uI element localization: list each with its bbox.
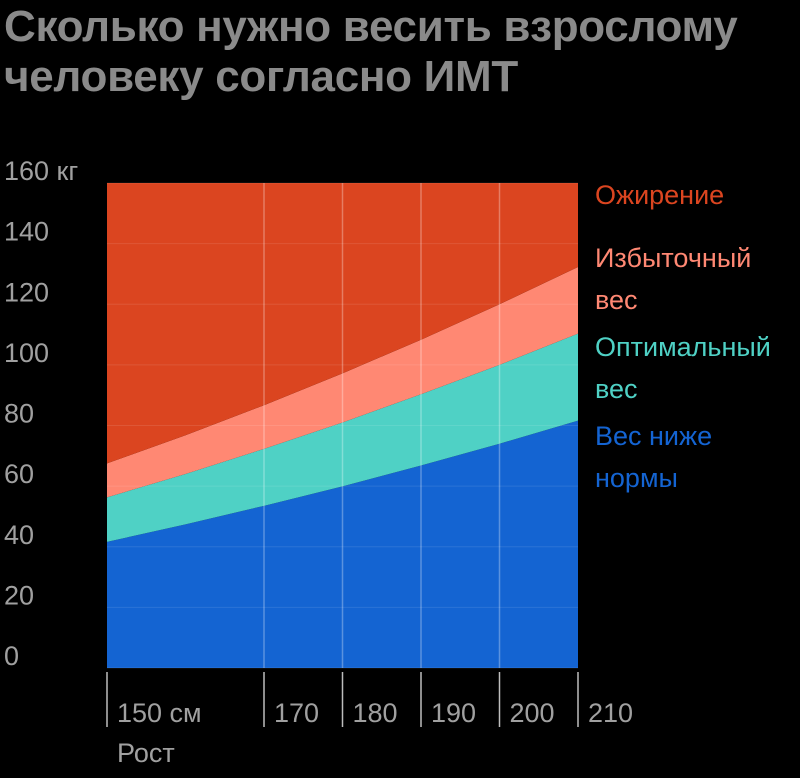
area-layer (107, 183, 578, 668)
y-tick-label-1: 20 (4, 580, 34, 610)
legend-item-2-line-0: Оптимальный (595, 332, 771, 362)
y-tick-label-8: 160 кг (4, 156, 78, 186)
y-tick-label-4: 80 (4, 399, 34, 429)
x-tick-label-2: 180 (353, 698, 398, 728)
area-band-0 (107, 420, 578, 668)
x-axis-label: Рост (117, 738, 175, 768)
area-band-3 (107, 183, 578, 464)
chart-title-line-2: человеку согласно ИМТ (4, 52, 518, 101)
grid-layer (106, 182, 579, 727)
x-tick-label-4: 200 (510, 698, 555, 728)
chart-title: Сколько нужно весить взрослому человеку … (4, 2, 800, 102)
legend-item-1-line-0: Избыточный (595, 243, 751, 273)
x-tick-label-0: 150 см (117, 698, 202, 728)
y-tick-label-5: 100 (4, 338, 49, 368)
y-tick-label-7: 140 (4, 217, 49, 247)
y-tick-label-0: 0 (4, 641, 19, 671)
area-band-2 (107, 266, 578, 498)
x-tick-label-5: 210 (588, 698, 633, 728)
chart-title-line-1: Сколько нужно весить взрослому (4, 2, 738, 51)
area-band-1 (107, 333, 578, 542)
y-tick-label-6: 120 (4, 277, 49, 307)
x-tick-label-3: 190 (431, 698, 476, 728)
legend-item-0-line-0: Ожирение (595, 180, 724, 210)
legend: Ожирение Избыточный вес Оптимальный вес Вес н… (595, 180, 771, 493)
legend-item-1-line-1: вес (595, 285, 638, 315)
legend-item-2-line-1: вес (595, 374, 638, 404)
y-tick-label-2: 40 (4, 520, 34, 550)
legend-item-3-line-1: нормы (595, 463, 678, 493)
y-tick-label-3: 60 (4, 459, 34, 489)
legend-item-3-line-0: Вес ниже (595, 421, 712, 451)
x-tick-label-1: 170 (274, 698, 319, 728)
tick-layer: 0 20 40 60 80 100 120 140 160 кг 150 см 170 180 190 2… (4, 156, 633, 768)
